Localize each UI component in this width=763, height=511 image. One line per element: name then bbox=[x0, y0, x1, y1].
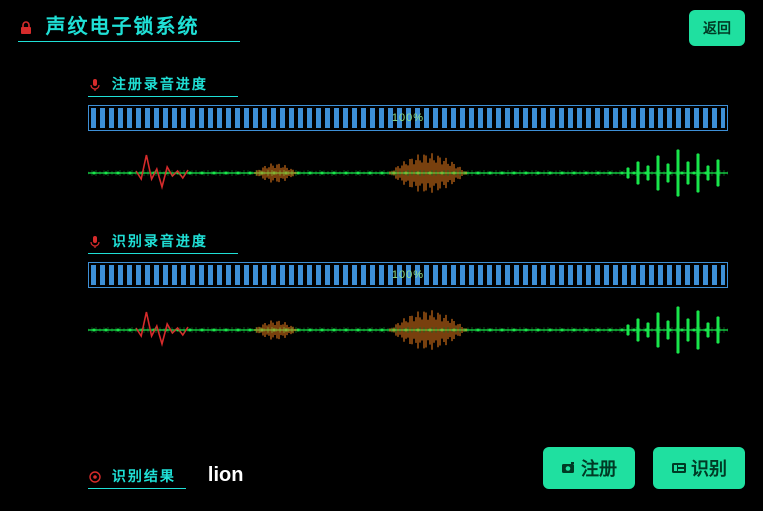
mic-icon bbox=[88, 235, 102, 249]
result-icon bbox=[88, 470, 102, 484]
recognize-progress-title: 识别录音进度 bbox=[112, 233, 208, 249]
register-progress-title: 注册录音进度 bbox=[112, 76, 208, 92]
register-icon bbox=[561, 461, 577, 475]
result-value: lion bbox=[208, 464, 244, 487]
mic-icon bbox=[88, 78, 102, 92]
recognize-progress-percent: 100% bbox=[89, 263, 727, 287]
recognize-button[interactable]: 识别 bbox=[653, 447, 745, 489]
recognize-waveform bbox=[88, 300, 728, 360]
back-button[interactable]: 返回 bbox=[689, 10, 745, 46]
recognize-icon bbox=[671, 461, 687, 475]
register-waveform bbox=[88, 143, 728, 203]
system-title: 声纹电子锁系统 bbox=[46, 16, 200, 38]
recognize-progress-bar: 100% bbox=[88, 262, 728, 288]
lock-icon bbox=[18, 20, 34, 36]
register-progress-percent: 100% bbox=[89, 106, 727, 130]
register-button[interactable]: 注册 bbox=[543, 447, 635, 489]
result-title: 识别结果 bbox=[112, 468, 176, 484]
register-progress-bar: 100% bbox=[88, 105, 728, 131]
